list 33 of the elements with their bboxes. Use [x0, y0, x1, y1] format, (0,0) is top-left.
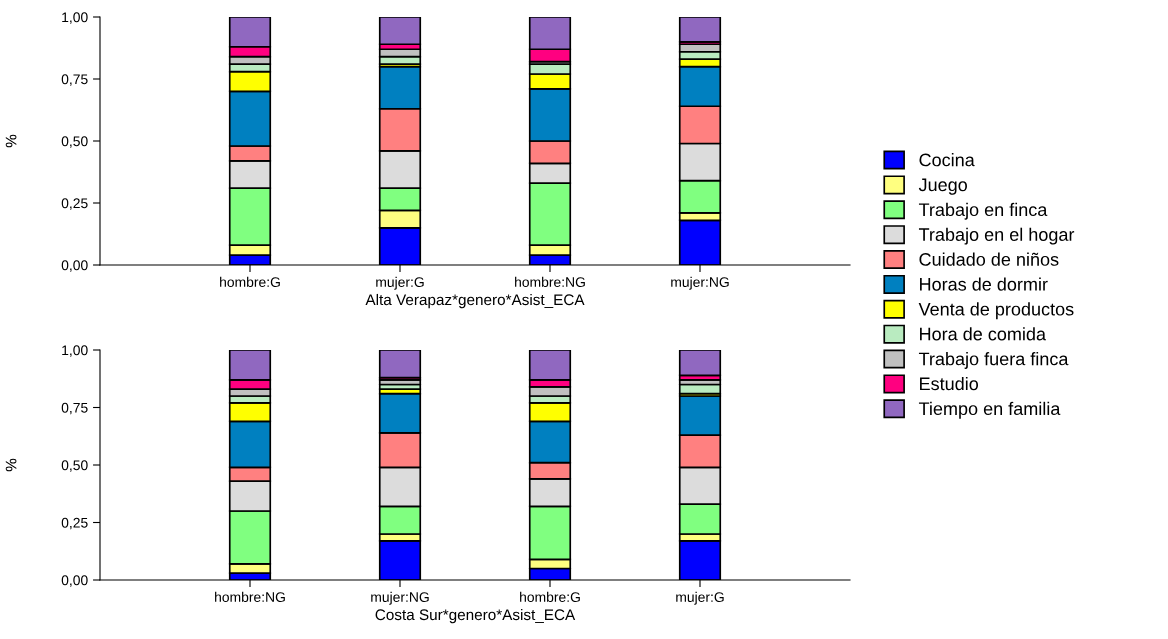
legend-label: Juego — [918, 178, 967, 195]
y-tick-label: 0,75 — [61, 402, 88, 415]
y-tick-label: 0,00 — [61, 575, 88, 587]
y-tick-label: 0,25 — [61, 517, 88, 530]
x-tick-label: hombre:NG — [515, 276, 585, 288]
y-tick-label: 0,75 — [61, 74, 88, 86]
legend-label: Cuidado de niños — [919, 252, 1059, 266]
y-tick-label: 1,00 — [62, 345, 88, 357]
y-tick-label: 0,00 — [61, 260, 88, 272]
y-tick-label: 0,50 — [61, 136, 88, 148]
x-tick-label: mujer:G — [676, 591, 724, 605]
x-tick-label: hombre:G — [220, 276, 280, 288]
legend-label: Trabajo en finca — [918, 202, 1048, 220]
y-tick-label: 0,25 — [61, 198, 88, 210]
x-axis-title: Alta Verapaz*genero*Asist_ECA — [365, 293, 585, 309]
y-tick-label: 1,00 — [62, 12, 88, 24]
y-axis-title: % — [5, 458, 17, 472]
legend-label: Horas de dormir — [920, 277, 1048, 291]
legend-label: Venta de productos — [918, 302, 1074, 320]
x-tick-label: hombre:G — [520, 591, 580, 603]
x-tick-label: hombre:NG — [215, 591, 285, 603]
x-tick-label: mujer:NG — [371, 591, 429, 605]
legend-label: Trabajo en el hogar — [918, 227, 1075, 245]
x-tick-label: mujer:NG — [671, 276, 729, 290]
legend-label: Trabajo fuera finca — [918, 352, 1069, 369]
y-tick-label: 0,50 — [61, 460, 88, 472]
legend-label: Estudio — [920, 376, 979, 391]
legend-label: Tiempo en familia — [918, 401, 1061, 419]
x-tick-label: mujer:G — [376, 276, 424, 290]
x-axis-title: Costa Sur*genero*Asist_ECA — [375, 608, 576, 624]
legend-label: Cocina — [919, 153, 975, 167]
y-axis-title: % — [5, 134, 17, 148]
legend-label: Hora de comida — [920, 327, 1047, 341]
